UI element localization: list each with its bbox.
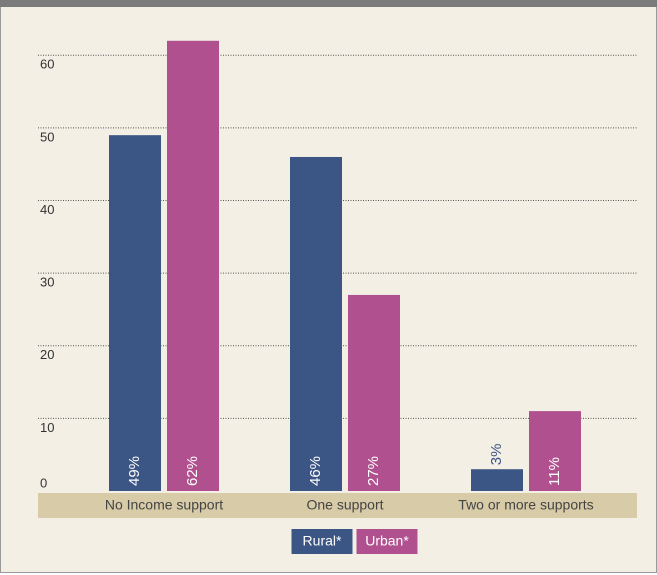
x-tick-label: Two or more supports <box>458 497 593 513</box>
y-tick-label: 30 <box>40 275 54 290</box>
bar <box>471 469 523 491</box>
data-label: 27% <box>365 456 382 486</box>
y-tick-label: 50 <box>40 129 54 144</box>
data-label: 49% <box>126 456 143 486</box>
x-tick-label: One support <box>306 497 383 513</box>
legend-item: Urban* <box>356 529 418 554</box>
legend-label: Rural* <box>303 533 342 549</box>
bar <box>109 135 161 491</box>
bar <box>290 156 342 491</box>
bar <box>348 294 400 491</box>
top-bar <box>0 0 657 7</box>
bar <box>167 40 219 492</box>
legend-swatch <box>356 529 418 554</box>
y-tick-label: 40 <box>40 202 54 217</box>
y-tick-label: 10 <box>40 420 54 435</box>
bar <box>529 411 581 491</box>
y-tick-label: 0 <box>40 475 47 490</box>
data-label: 3% <box>488 444 505 466</box>
x-tick-label: No Income support <box>105 497 223 513</box>
legend-item: Rural* <box>291 529 353 554</box>
data-label: 62% <box>184 456 201 486</box>
y-tick-label: 60 <box>40 57 54 72</box>
data-label: 46% <box>307 456 324 486</box>
category-band <box>38 493 637 518</box>
legend-swatch <box>291 529 353 554</box>
y-tick-label: 20 <box>40 347 54 362</box>
data-label: 11% <box>546 457 563 486</box>
legend-label: Urban* <box>365 533 409 549</box>
